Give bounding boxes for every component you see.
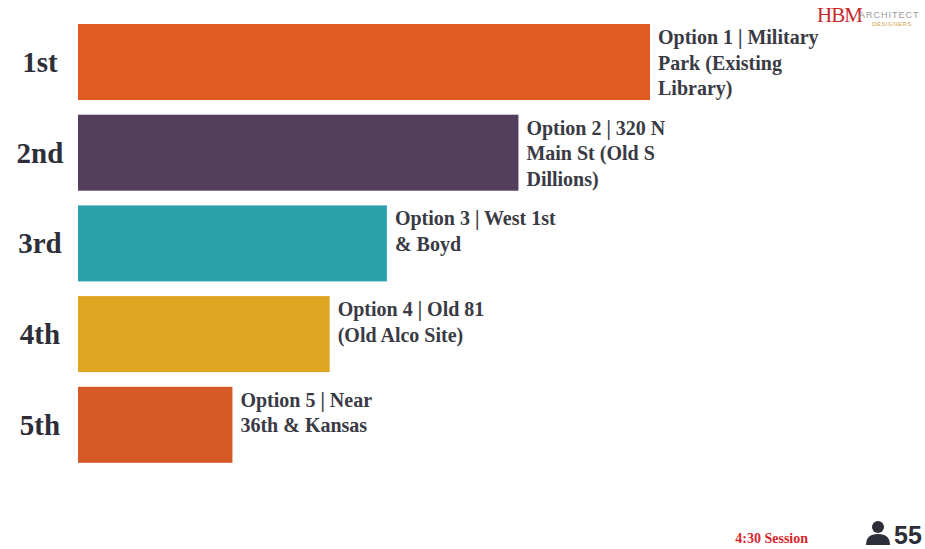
- logo: HBM: [817, 3, 863, 27]
- rank-label: 5th: [20, 409, 60, 441]
- option-label: Library): [658, 77, 732, 100]
- labels: 1st Option 1 | Military Park (ExistingLibr…: [17, 26, 819, 441]
- option-label: 36th & Kansas: [240, 414, 367, 436]
- bar: [78, 115, 518, 191]
- option-label: (Old Alco Site): [338, 324, 464, 347]
- option-label: & Boyd: [395, 233, 461, 256]
- bar: [78, 387, 232, 463]
- rank-label: 4th: [20, 318, 60, 350]
- bar: [78, 296, 330, 372]
- chart: 1st Option 1 | Military Park (ExistingLibr…: [0, 0, 925, 549]
- bar: [78, 24, 650, 100]
- bars: [78, 24, 650, 463]
- logo-text: ARCHITECT: [859, 10, 920, 20]
- option-label: Park (Existing: [658, 52, 782, 75]
- rank-label: 2nd: [17, 137, 64, 169]
- bar: [78, 205, 387, 281]
- option-label: Option 1 | Military: [658, 26, 819, 49]
- option-label: Option 5 | Near: [240, 389, 372, 412]
- rank-label: 1st: [22, 46, 58, 78]
- option-label: Main St (Old S: [526, 142, 654, 165]
- option-label: Option 3 | West 1st: [395, 207, 556, 230]
- option-label: Option 4 | Old 81: [338, 298, 485, 321]
- option-label: Dillions): [526, 168, 598, 191]
- participant-count: 55: [894, 521, 922, 549]
- option-label: Option 2 | 320 N: [526, 117, 665, 140]
- session-label: 4:30 Session: [735, 531, 808, 546]
- person-icon: [866, 521, 890, 545]
- logo-text: DESIGNERS: [872, 21, 912, 27]
- rank-label: 3rd: [18, 227, 62, 259]
